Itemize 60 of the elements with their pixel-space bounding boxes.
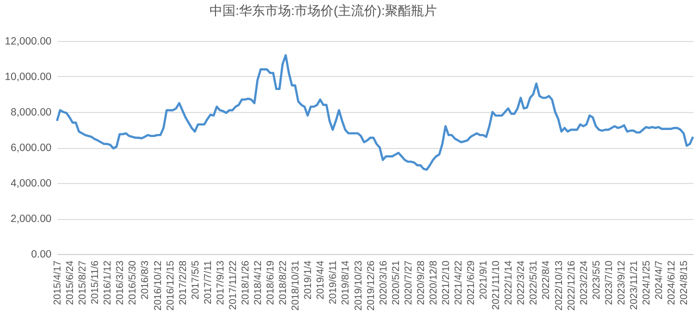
x-tick-label: 2016/10/12 [152, 260, 164, 311]
x-tick-label: 2023/9/12 [616, 260, 628, 305]
x-tick-label: 2024/1/25 [642, 260, 653, 305]
x-tick-label: 2018/6/19 [266, 260, 277, 305]
x-tick-label: 2023/11/21 [628, 260, 640, 310]
y-tick-label: 10,000.00 [4, 71, 52, 83]
line-series [56, 54, 694, 171]
chart-title: 中国:华东市场:市场价(主流价):聚酯瓶片 [209, 3, 437, 18]
x-tick-label: 2019/10/23 [353, 260, 364, 311]
x-tick-label: 2021/11/10 [491, 260, 502, 310]
x-tick-label: 2019/12/26 [366, 260, 377, 311]
x-tick-label: 2016/8/3 [140, 260, 152, 300]
x-tick-label: 2017/5/5 [190, 260, 202, 300]
x-tick-label: 2024/4/7 [654, 260, 666, 300]
x-tick-label: 2024/6/12 [666, 260, 678, 305]
x-tick-label: 2020/9/28 [416, 260, 427, 305]
y-tick-label: 2,000.00 [10, 213, 52, 225]
x-tick-label: 2021/4/22 [454, 260, 465, 305]
x-tick-label: 2015/4/17 [52, 260, 64, 305]
x-tick-label: 2022/5/31 [528, 260, 540, 305]
x-tick-label: 2023/5/5 [591, 260, 602, 300]
x-tick-label: 2016/3/23 [115, 260, 126, 305]
x-tick-label: 2019/6/11 [328, 260, 340, 304]
x-tick-label: 2022/3/24 [516, 260, 528, 305]
y-tick-label: 6,000.00 [10, 142, 52, 154]
x-tick-label: 2019/1/4 [303, 260, 314, 300]
x-tick-label: 2016/5/30 [128, 260, 139, 305]
x-tick-label: 2017/9/13 [215, 260, 226, 305]
x-tick-label: 2020/7/27 [403, 260, 414, 305]
x-tick-label: 2018/4/12 [253, 260, 264, 305]
x-tick-label: 2015/8/27 [78, 260, 89, 305]
x-tick-label: 2022/1/14 [504, 260, 515, 305]
x-tick-label: 2022/12/16 [566, 260, 578, 311]
x-tick-label: 2022/8/4 [541, 260, 552, 300]
y-tick-label: 0.00 [31, 248, 52, 260]
x-tick-label: 2020/5/21 [390, 260, 402, 305]
x-tick-label: 2024/8/15 [679, 260, 690, 305]
x-tick-label: 2020/12/8 [428, 260, 440, 305]
x-tick-label: 2023/2/24 [578, 260, 590, 305]
x-tick-label: 2015/11/6 [90, 260, 102, 304]
x-tick-label: 2015/6/24 [65, 260, 76, 305]
x-tick-label: 2021/6/29 [466, 260, 478, 305]
x-tick-label: 2018/1/26 [240, 260, 252, 305]
x-tick-label: 2017/7/11 [202, 260, 214, 304]
x-tick-label: 2021/9/1 [478, 260, 490, 300]
x-tick-label: 2017/2/28 [178, 260, 189, 305]
y-tick-label: 12,000.00 [4, 36, 52, 48]
x-tick-label: 2020/3/16 [378, 260, 390, 305]
x-tick-label: 2016/12/15 [165, 260, 176, 311]
y-tick-label: 4,000.00 [10, 178, 52, 190]
x-tick-label: 2019/4/4 [316, 260, 327, 300]
x-tick-label: 2019/8/14 [340, 260, 352, 305]
y-tick-label: 8,000.00 [10, 106, 52, 118]
x-tick-label: 2016/1/12 [102, 260, 114, 305]
x-tick-label: 2017/11/22 [228, 260, 239, 310]
x-tick-label: 2021/2/10 [440, 260, 452, 305]
x-tick-label: 2018/10/31 [290, 260, 302, 311]
x-tick-label: 2022/10/13 [554, 260, 565, 311]
x-tick-label: 2023/7/10 [604, 260, 615, 305]
x-tick-label: 2018/8/22 [278, 260, 290, 305]
